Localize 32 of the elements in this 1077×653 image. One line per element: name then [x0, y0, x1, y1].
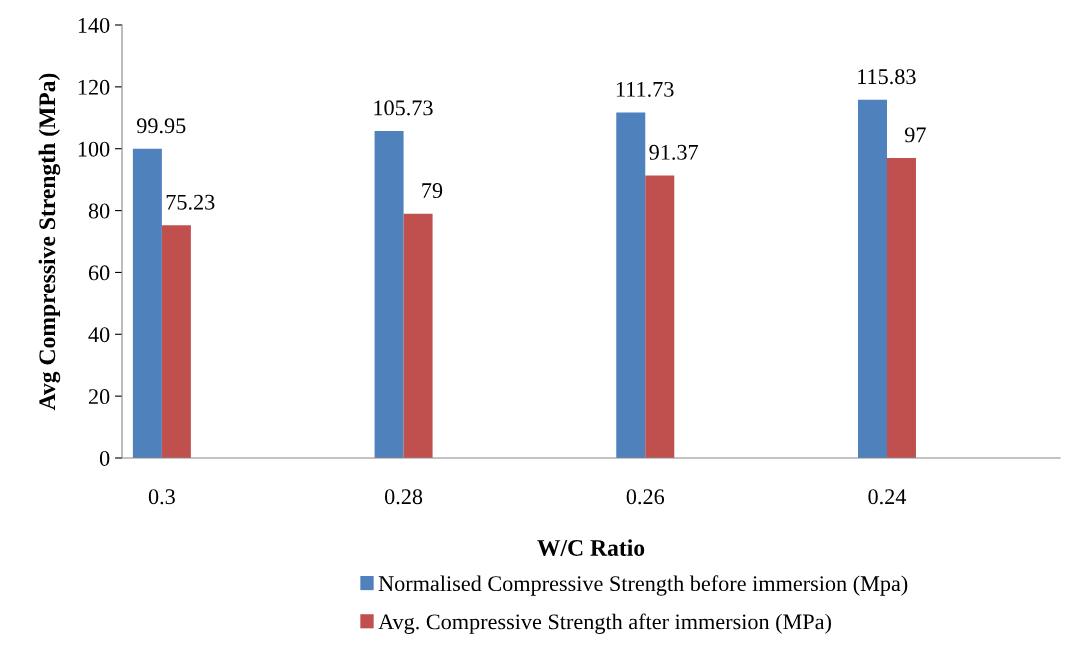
bar	[886, 157, 916, 458]
x-axis-title: W/C Ratio	[537, 539, 645, 557]
y-tick-label: 140	[78, 17, 110, 33]
y-tick-label: 0	[99, 450, 110, 466]
legend-label: Normalised Compressive Strength before immersion (Mpa)	[378, 575, 908, 596]
bar	[374, 130, 404, 458]
x-tick-label: 0.24	[868, 489, 907, 505]
data-label: 99.95	[136, 118, 186, 134]
y-tick-label: 120	[78, 79, 110, 95]
y-axis-title: Avg Compressive Strength (MPa)	[38, 73, 61, 411]
legend-label: Avg. Compressive Strength after immersion (MPa)	[378, 613, 831, 634]
data-label: 115.83	[858, 69, 916, 85]
bar	[616, 112, 646, 458]
y-tick-label: 60	[88, 265, 110, 281]
bar	[132, 148, 162, 458]
data-label: 79	[422, 183, 443, 199]
y-tick-label: 100	[78, 141, 110, 157]
x-tick-label: 0.26	[626, 489, 665, 505]
data-label: 97	[904, 127, 926, 143]
data-label: 105.73	[374, 100, 433, 116]
bar	[857, 99, 887, 458]
y-tick-label: 80	[88, 203, 110, 219]
x-tick-label: 0.3	[148, 489, 175, 505]
y-tick-label: 20	[88, 389, 110, 405]
x-tick-label: 0.28	[384, 489, 423, 505]
data-label: 111.73	[616, 81, 674, 97]
data-label: 91.37	[649, 144, 699, 160]
data-label: 75.23	[166, 194, 215, 210]
y-tick-label: 40	[88, 327, 110, 343]
bar	[161, 225, 191, 458]
bar	[645, 175, 675, 458]
bar	[403, 213, 433, 458]
